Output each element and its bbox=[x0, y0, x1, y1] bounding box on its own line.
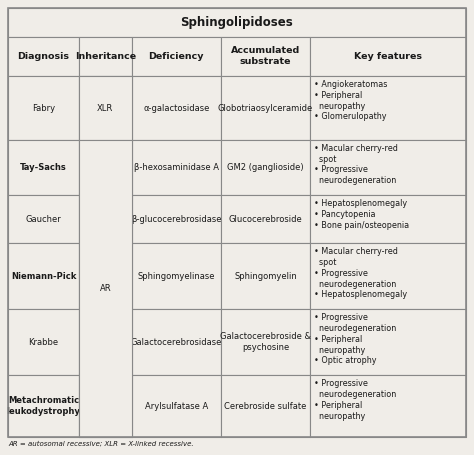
Text: Krabbe: Krabbe bbox=[28, 338, 59, 347]
Text: Fabry: Fabry bbox=[32, 104, 55, 112]
Text: Accumulated
substrate: Accumulated substrate bbox=[231, 46, 300, 66]
Bar bbox=[310, 375, 466, 437]
Text: Sphingomyelinase: Sphingomyelinase bbox=[137, 272, 215, 281]
Bar bbox=[132, 375, 221, 437]
Text: • Progressive
  neurodegeneration
• Peripheral
  neuropathy
• Optic atrophy: • Progressive neurodegeneration • Periph… bbox=[314, 313, 397, 365]
Text: Sphingolipidoses: Sphingolipidoses bbox=[181, 16, 293, 29]
Text: Galactocerebrosidase: Galactocerebrosidase bbox=[131, 338, 222, 347]
Text: Gaucher: Gaucher bbox=[26, 215, 61, 224]
Text: Inheritance: Inheritance bbox=[75, 52, 136, 61]
Bar bbox=[221, 195, 310, 243]
Bar bbox=[8, 195, 79, 243]
Text: AR = autosomal recessive; XLR = X-linked recessive.: AR = autosomal recessive; XLR = X-linked… bbox=[8, 441, 193, 447]
Bar bbox=[132, 76, 221, 140]
Bar bbox=[221, 140, 310, 195]
Bar bbox=[310, 243, 466, 309]
Bar bbox=[8, 243, 79, 309]
Bar bbox=[132, 140, 221, 195]
Bar bbox=[8, 140, 79, 195]
Bar bbox=[79, 36, 132, 76]
Text: AR: AR bbox=[100, 284, 111, 293]
Bar bbox=[8, 8, 466, 36]
Bar bbox=[310, 36, 466, 76]
Bar bbox=[310, 195, 466, 243]
Text: Globotriaosylceramide: Globotriaosylceramide bbox=[218, 104, 313, 112]
Bar bbox=[132, 309, 221, 375]
Bar bbox=[221, 36, 310, 76]
Bar bbox=[310, 140, 466, 195]
Bar bbox=[132, 195, 221, 243]
Text: Galactocerebroside &
psychosine: Galactocerebroside & psychosine bbox=[220, 332, 311, 353]
Bar bbox=[79, 309, 132, 375]
Bar bbox=[8, 309, 79, 375]
Bar bbox=[8, 36, 79, 76]
Bar bbox=[221, 76, 310, 140]
Bar bbox=[79, 195, 132, 243]
Text: Arylsulfatase A: Arylsulfatase A bbox=[145, 402, 208, 411]
Text: • Hepatosplenomegaly
• Pancytopenia
• Bone pain/osteopenia: • Hepatosplenomegaly • Pancytopenia • Bo… bbox=[314, 199, 410, 229]
Bar bbox=[132, 36, 221, 76]
Text: Sphingomyelin: Sphingomyelin bbox=[234, 272, 297, 281]
Text: Tay-Sachs: Tay-Sachs bbox=[20, 163, 67, 172]
Bar bbox=[79, 243, 132, 309]
Bar bbox=[79, 375, 132, 437]
Bar bbox=[8, 76, 79, 140]
Bar bbox=[221, 375, 310, 437]
Text: XLR: XLR bbox=[97, 104, 113, 112]
Bar bbox=[221, 243, 310, 309]
Bar bbox=[221, 309, 310, 375]
Bar bbox=[79, 140, 132, 195]
Text: β-hexosaminidase A: β-hexosaminidase A bbox=[134, 163, 219, 172]
Text: Niemann-Pick: Niemann-Pick bbox=[11, 272, 76, 281]
Text: Deficiency: Deficiency bbox=[148, 52, 204, 61]
Text: • Macular cherry-red
  spot
• Progressive
  neurodegeneration
• Hepatosplenomega: • Macular cherry-red spot • Progressive … bbox=[314, 248, 408, 299]
Bar bbox=[132, 243, 221, 309]
Bar bbox=[310, 76, 466, 140]
Bar bbox=[79, 140, 132, 437]
Text: α-galactosidase: α-galactosidase bbox=[143, 104, 210, 112]
Bar bbox=[79, 76, 132, 140]
Text: • Progressive
  neurodegeneration
• Peripheral
  neuropathy: • Progressive neurodegeneration • Periph… bbox=[314, 379, 397, 421]
Text: Diagnosis: Diagnosis bbox=[18, 52, 70, 61]
Bar bbox=[310, 309, 466, 375]
Text: • Angiokeratomas
• Peripheral
  neuropathy
• Glomerulopathy: • Angiokeratomas • Peripheral neuropathy… bbox=[314, 80, 388, 121]
Text: Key features: Key features bbox=[354, 52, 422, 61]
Text: GM2 (ganglioside): GM2 (ganglioside) bbox=[228, 163, 304, 172]
Text: Cerebroside sulfate: Cerebroside sulfate bbox=[224, 402, 307, 411]
Text: • Macular cherry-red
  spot
• Progressive
  neurodegeneration: • Macular cherry-red spot • Progressive … bbox=[314, 144, 398, 185]
Bar bbox=[8, 375, 79, 437]
Text: Metachromatic
leukodystrophy: Metachromatic leukodystrophy bbox=[7, 396, 81, 416]
Bar bbox=[79, 76, 132, 140]
Text: Glucocerebroside: Glucocerebroside bbox=[229, 215, 302, 224]
Text: β-glucocerebrosidase: β-glucocerebrosidase bbox=[131, 215, 221, 224]
